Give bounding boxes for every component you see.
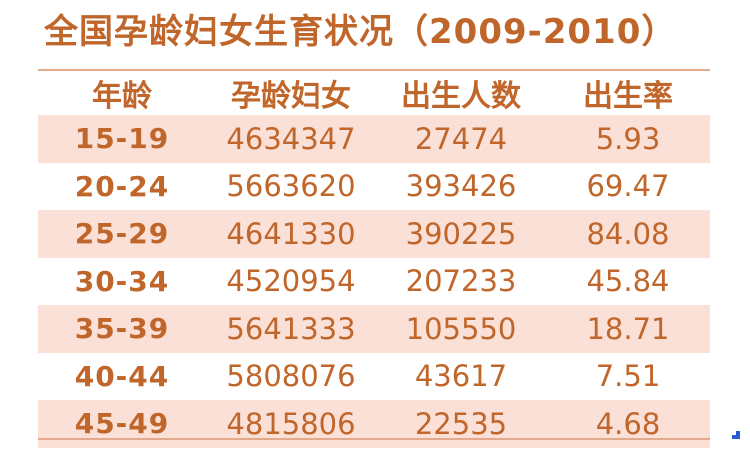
bottom-rule	[38, 438, 710, 440]
rate-cell: 7.51	[595, 359, 661, 394]
rate-cell: 69.47	[586, 169, 670, 204]
age-cell: 25-29	[74, 217, 170, 251]
births-cell: 43617	[414, 359, 508, 394]
women-cell: 4634347	[226, 121, 356, 156]
fertility-table: 年龄 孕龄妇女 出生人数 出生率 15-19 4634347 27474 5.9…	[38, 71, 710, 448]
table-row: 35-39 5641333 105550 18.71	[38, 305, 710, 353]
births-cell: 105550	[405, 311, 517, 346]
rate-cell: 45.84	[586, 264, 670, 299]
resize-grip-icon	[732, 431, 740, 439]
births-cell: 207233	[405, 264, 517, 299]
women-cell: 4520954	[226, 264, 356, 299]
rate-cell: 84.08	[586, 216, 670, 251]
age-cell: 20-24	[74, 169, 170, 203]
age-cell: 35-39	[74, 312, 170, 346]
births-cell: 393426	[405, 169, 517, 204]
table-row: 15-19 4634347 27474 5.93	[38, 115, 710, 163]
age-cell: 40-44	[74, 359, 170, 393]
table-row: 45-49 4815806 22535 4.68	[38, 400, 710, 448]
header-women: 孕龄妇女	[231, 79, 351, 114]
page-title: 全国孕龄妇女生育状况（2009-2010）	[44, 12, 677, 52]
women-cell: 4641330	[226, 216, 356, 251]
header-row: 年龄 孕龄妇女 出生人数 出生率	[38, 71, 710, 115]
age-cell: 15-19	[74, 122, 170, 156]
women-cell: 5663620	[226, 169, 356, 204]
header-births: 出生人数	[401, 79, 521, 114]
table-row: 40-44 5808076 43617 7.51	[38, 353, 710, 401]
rate-cell: 4.68	[595, 406, 661, 441]
age-cell: 30-34	[74, 264, 170, 298]
births-cell: 390225	[405, 216, 517, 251]
women-cell: 5808076	[226, 359, 356, 394]
table-row: 25-29 4641330 390225 84.08	[38, 210, 710, 258]
rate-cell: 18.71	[586, 311, 670, 346]
rate-cell: 5.93	[595, 121, 661, 156]
age-cell: 45-49	[74, 407, 170, 441]
top-rule	[38, 69, 710, 71]
births-cell: 22535	[414, 406, 508, 441]
header-birth-rate: 出生率	[583, 79, 673, 114]
births-cell: 27474	[414, 121, 508, 156]
women-cell: 5641333	[226, 311, 356, 346]
table-row: 30-34 4520954 207233 45.84	[38, 258, 710, 306]
header-age: 年龄	[92, 79, 152, 114]
table-row: 20-24 5663620 393426 69.47	[38, 163, 710, 211]
women-cell: 4815806	[226, 406, 356, 441]
